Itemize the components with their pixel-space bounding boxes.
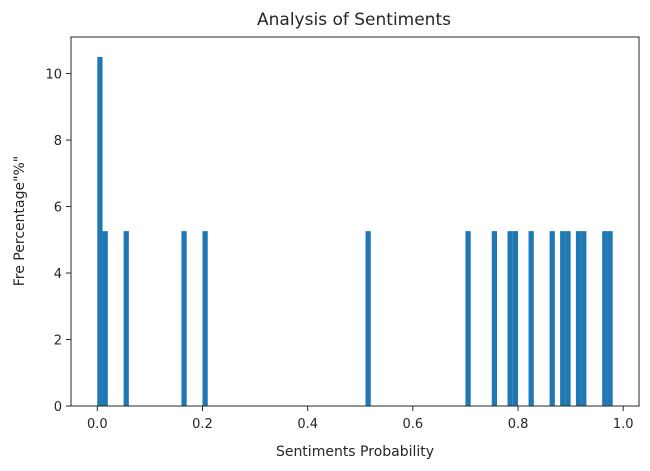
histogram-bar bbox=[528, 231, 534, 406]
histogram-bar bbox=[549, 231, 555, 406]
x-tick-label: 1.0 bbox=[613, 417, 634, 432]
y-tick-label: 8 bbox=[54, 134, 62, 149]
histogram-bar bbox=[465, 231, 471, 406]
histogram-bar bbox=[602, 231, 608, 406]
x-tick-label: 0.6 bbox=[403, 417, 424, 432]
histogram-bar bbox=[507, 231, 513, 406]
histogram-bar bbox=[102, 231, 108, 406]
histogram-bar bbox=[575, 231, 582, 406]
histogram-bar bbox=[365, 231, 371, 406]
histogram-bar bbox=[512, 231, 519, 406]
x-axis: 0.0 0.2 0.4 0.6 0.8 1.0 bbox=[87, 406, 634, 432]
x-tick-label: 0.8 bbox=[508, 417, 529, 432]
y-axis-label: Fre Percentage"%" bbox=[12, 156, 28, 286]
plot-frame bbox=[70, 36, 640, 407]
histogram-bar bbox=[181, 231, 187, 406]
histogram-bar bbox=[123, 231, 129, 406]
histogram-bar bbox=[581, 231, 587, 406]
histogram-bar bbox=[202, 231, 208, 406]
x-tick-label: 0.4 bbox=[297, 417, 318, 432]
y-tick-label: 4 bbox=[54, 267, 62, 282]
histogram-bar bbox=[565, 231, 571, 406]
y-tick-label: 10 bbox=[45, 68, 62, 83]
x-axis-label: Sentiments Probability bbox=[276, 444, 434, 460]
y-tick-label: 6 bbox=[54, 201, 62, 216]
histogram-bar bbox=[560, 231, 566, 406]
y-axis: 0 2 4 6 8 10 bbox=[45, 68, 71, 415]
histogram-bar bbox=[491, 231, 497, 406]
bars-layer bbox=[97, 56, 613, 406]
chart-title: Analysis of Sentiments bbox=[257, 10, 451, 30]
histogram-bar bbox=[607, 231, 613, 406]
histogram-bar bbox=[97, 56, 103, 406]
x-tick-label: 0.0 bbox=[87, 417, 108, 432]
y-tick-label: 0 bbox=[54, 400, 62, 415]
x-tick-label: 0.2 bbox=[192, 417, 213, 432]
y-tick-label: 2 bbox=[54, 334, 62, 349]
